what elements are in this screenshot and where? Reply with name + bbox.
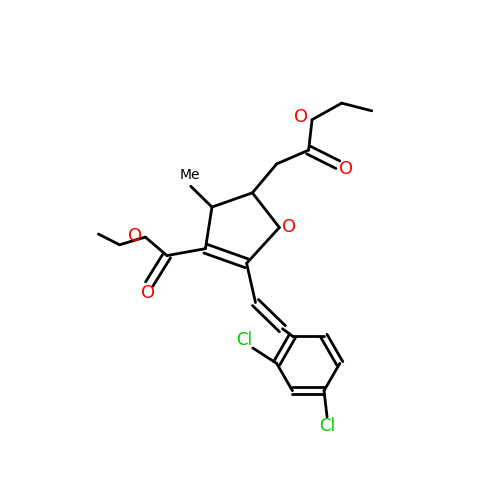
Text: O: O (282, 218, 296, 236)
Text: Cl: Cl (236, 330, 252, 348)
Text: Cl: Cl (319, 417, 335, 435)
Text: Me: Me (180, 168, 201, 181)
Text: O: O (128, 226, 142, 244)
Text: O: O (140, 284, 154, 302)
Text: O: O (294, 108, 308, 126)
Text: O: O (340, 160, 353, 178)
